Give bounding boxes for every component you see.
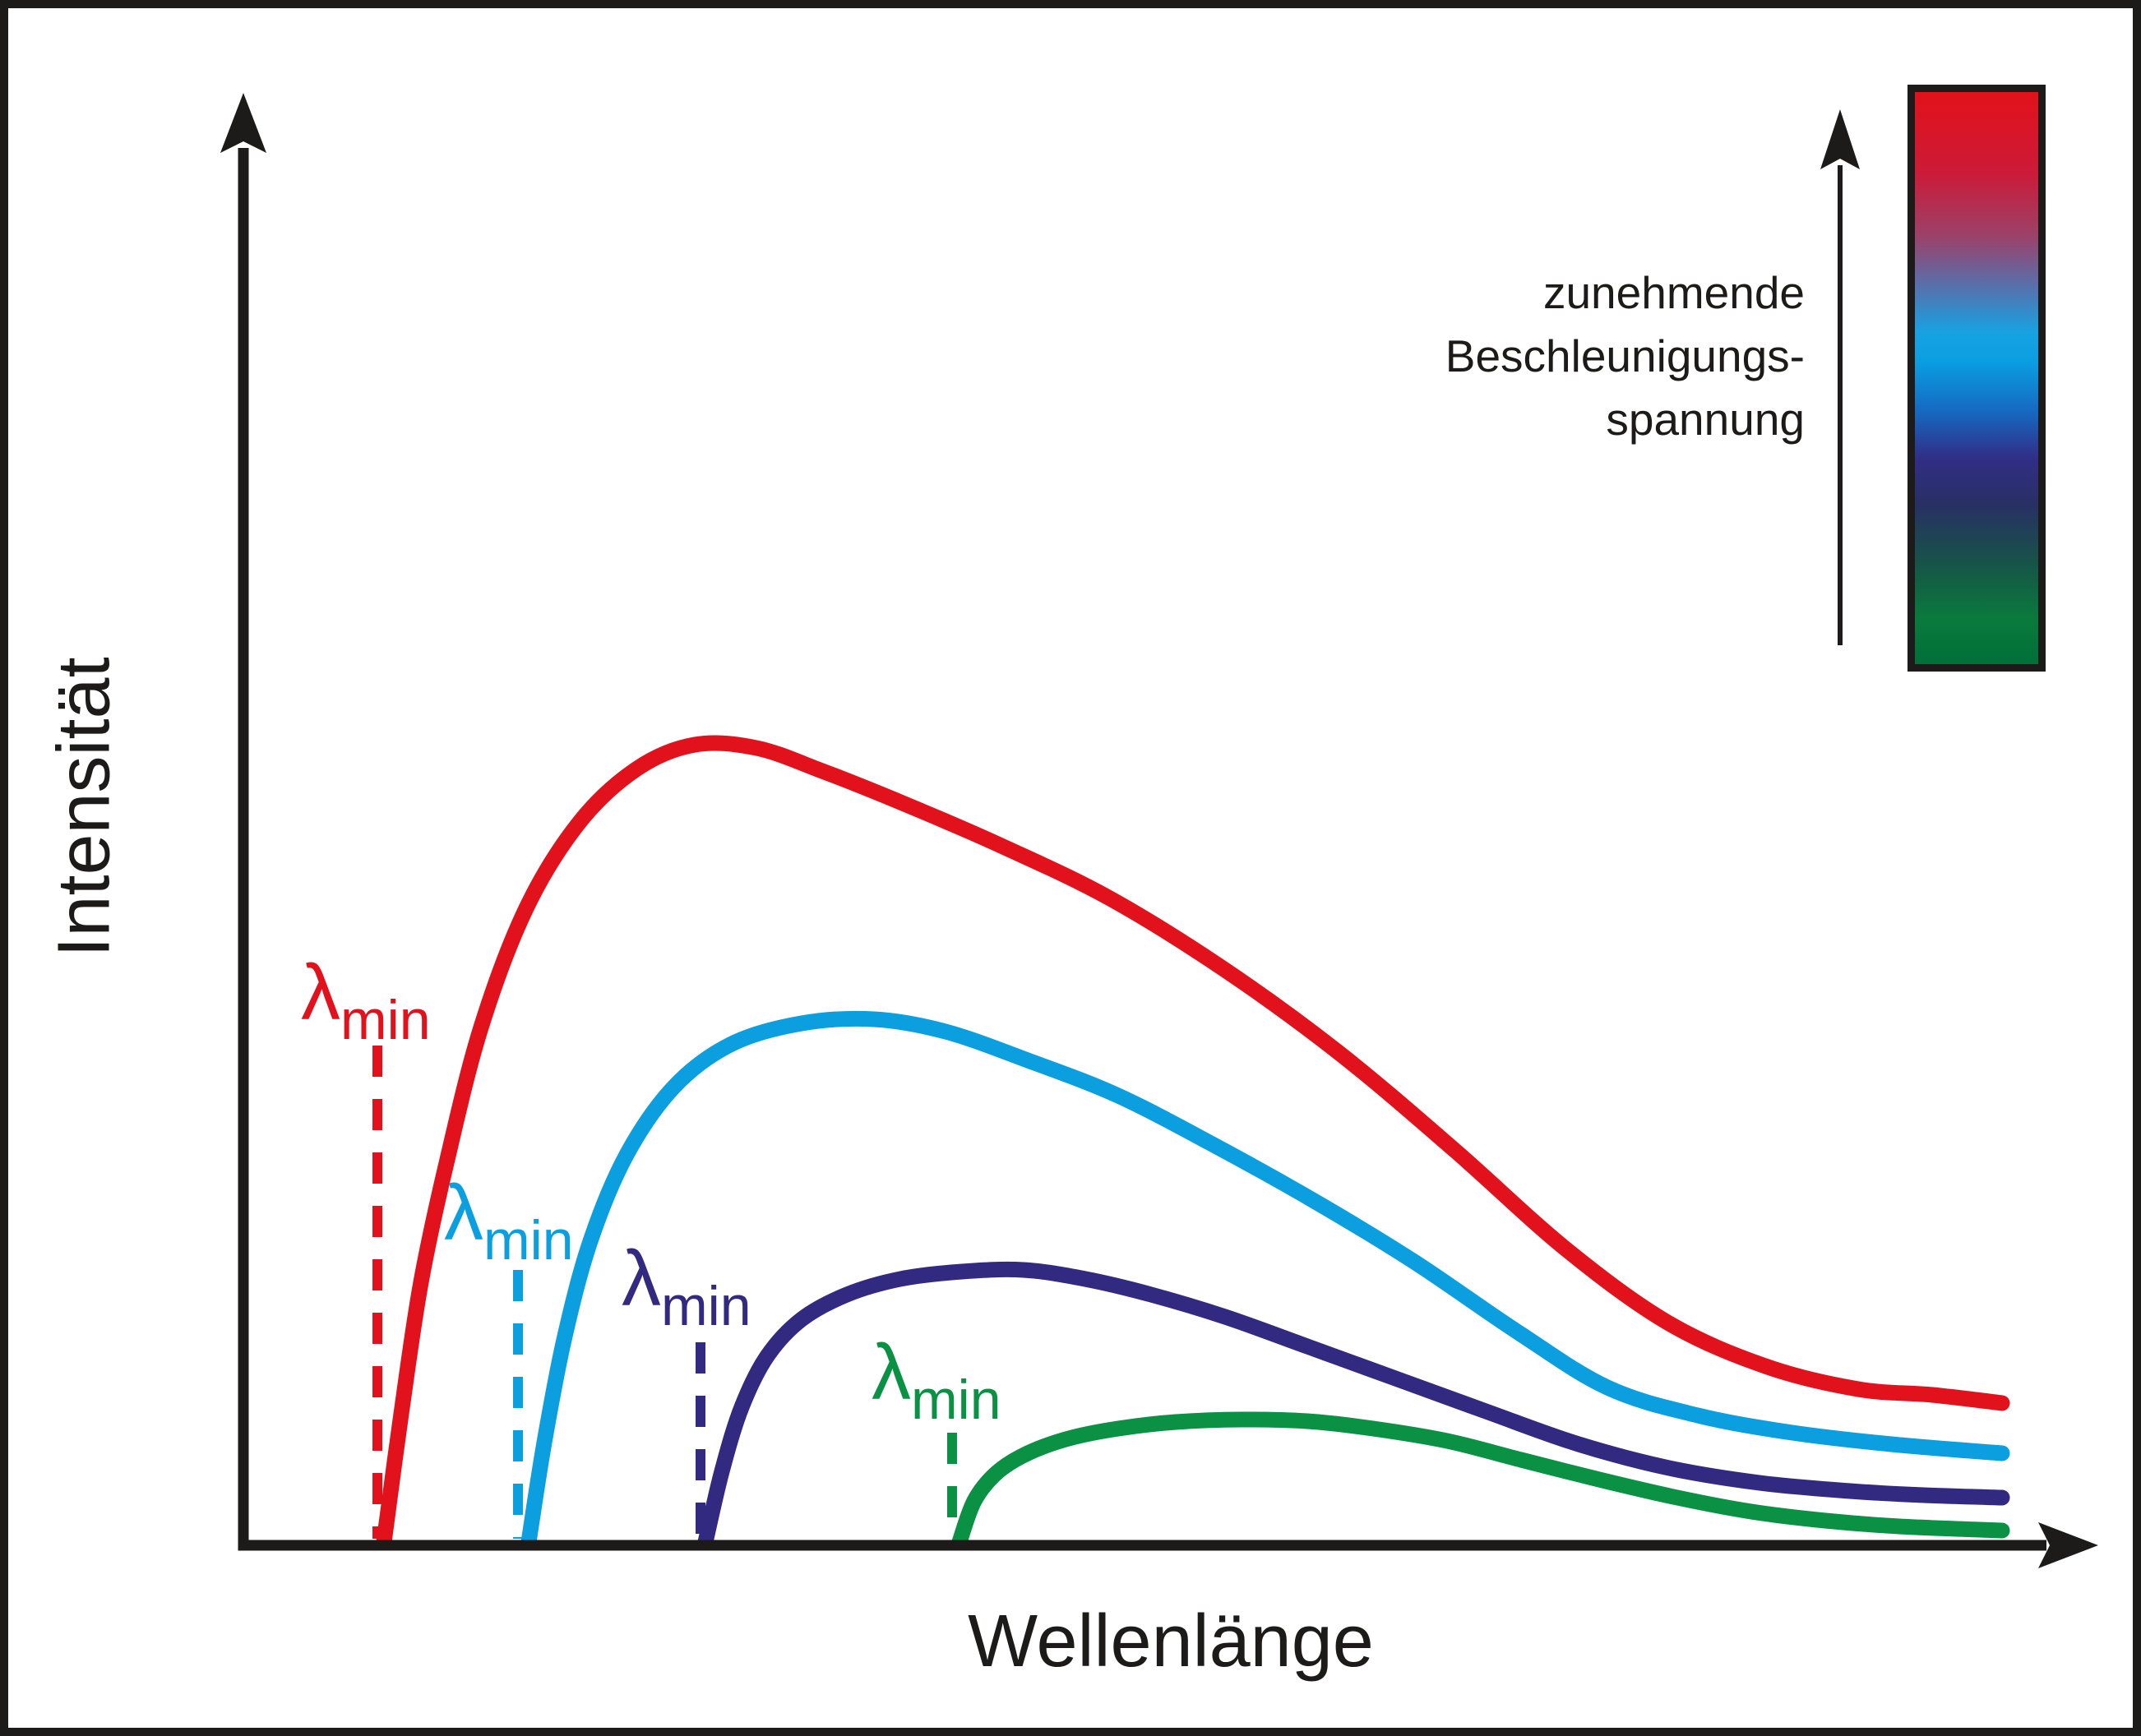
- lambda-subscript: min: [661, 1275, 751, 1337]
- curve-red-highest-voltage: [376, 735, 2010, 1550]
- y-axis-label: Intensität: [43, 657, 126, 958]
- lambda-min-label-curve-navy: λmin: [622, 1240, 751, 1335]
- lambda-min-dashed-lines: [372, 1046, 957, 1539]
- voltage-colorbar: [1907, 85, 2046, 672]
- spectrum-curves: [376, 735, 2010, 1550]
- legend-caption-line-3: spannung: [1606, 394, 1805, 445]
- x-axis-arrowhead-icon: [2038, 1522, 2098, 1568]
- legend-caption: zunehmende Beschleunigungs- spannung: [1445, 261, 1805, 451]
- lambda-symbol: λ: [872, 1328, 911, 1416]
- legend-arrow-head-icon: [1820, 109, 1860, 169]
- lambda-min-label-curve-red-highest-voltage: λmin: [301, 953, 431, 1049]
- lambda-min-label-curve-cyan: λmin: [444, 1174, 574, 1269]
- lambda-symbol: λ: [622, 1235, 661, 1323]
- curve-cyan: [520, 1010, 2010, 1550]
- curve-navy: [697, 1261, 2010, 1550]
- lambda-subscript: min: [340, 989, 431, 1051]
- lambda-symbol: λ: [301, 949, 340, 1037]
- axes: [220, 93, 2098, 1568]
- legend-caption-line-2: Beschleunigungs-: [1445, 330, 1805, 381]
- lambda-subscript: min: [911, 1369, 1001, 1431]
- legend-arrow: [1820, 109, 1860, 645]
- curve-green-lowest-voltage: [951, 1411, 2010, 1550]
- y-axis-arrowhead-icon: [220, 93, 266, 153]
- legend-caption-line-1: zunehmende: [1542, 267, 1805, 318]
- lambda-subscript: min: [483, 1209, 574, 1272]
- x-axis-label: Wellenlänge: [968, 1600, 1374, 1683]
- lambda-min-label-curve-green-lowest-voltage: λmin: [872, 1333, 1001, 1429]
- lambda-symbol: λ: [444, 1169, 483, 1257]
